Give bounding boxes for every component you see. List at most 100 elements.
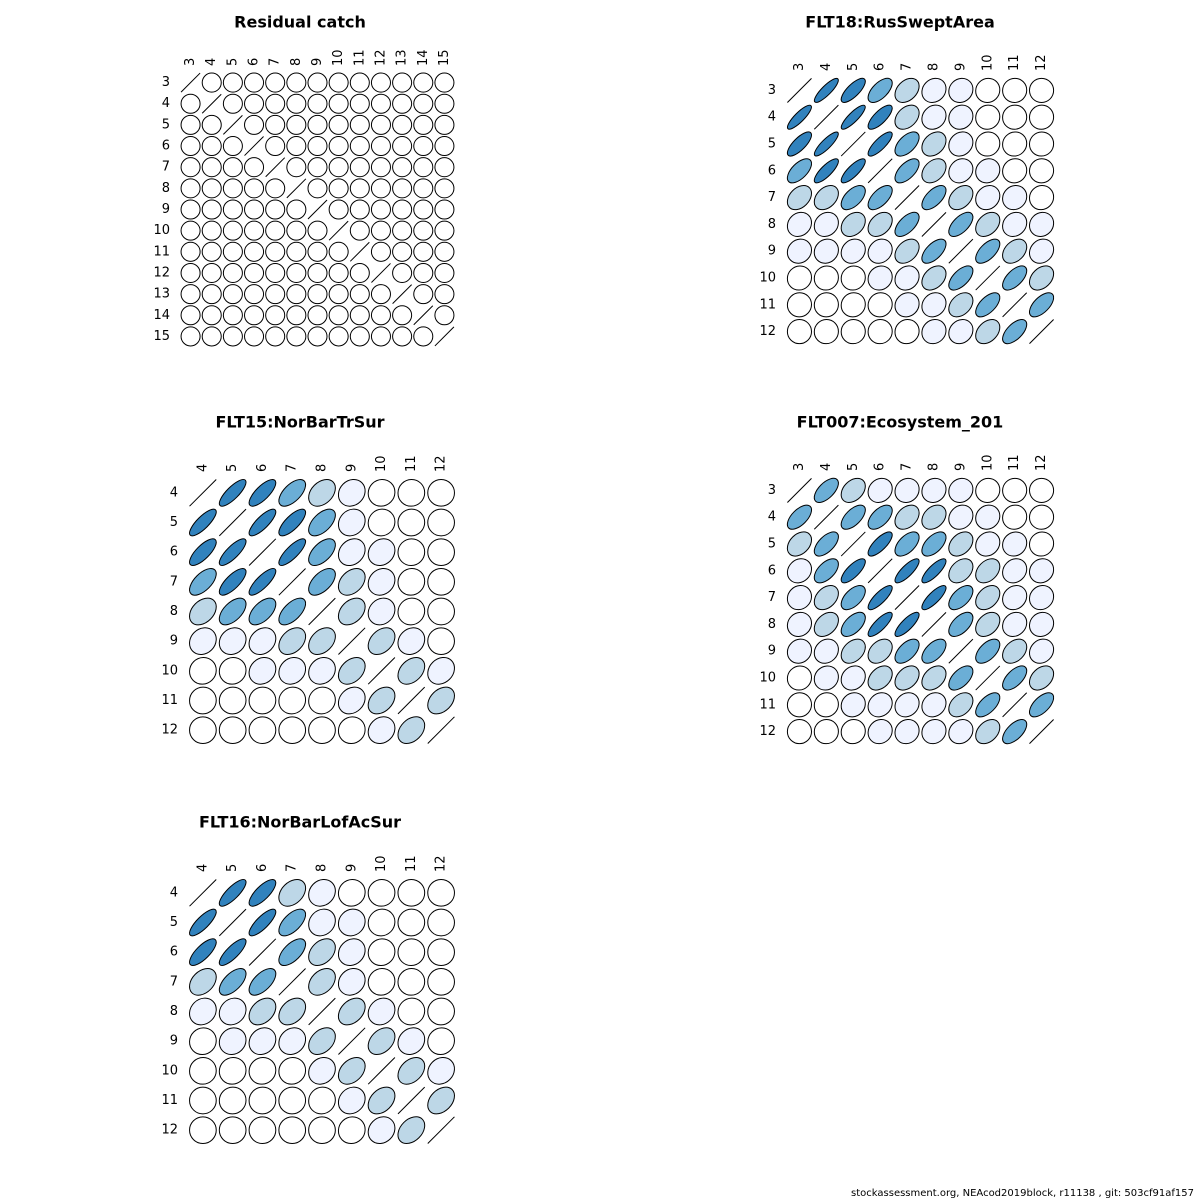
correlation-ellipse: [867, 131, 893, 157]
correlation-ellipse: [286, 305, 307, 326]
column-tick-label: 12: [1034, 454, 1049, 471]
correlation-ellipse: [278, 1027, 307, 1056]
correlation-ellipse: [308, 1086, 336, 1115]
correlation-ellipse: [397, 908, 426, 937]
correlation-ellipse: [786, 719, 813, 745]
correlation-ellipse: [840, 585, 866, 611]
correlation-ellipse: [328, 114, 349, 135]
row-tick-label: 8: [768, 217, 776, 232]
correlation-ellipse: [1002, 719, 1028, 745]
correlation-ellipse: [894, 265, 920, 291]
correlation-ellipse: [278, 1086, 307, 1115]
diagonal-mark: [813, 104, 839, 130]
correlation-ellipse: [392, 262, 413, 283]
correlation-ellipse: [413, 284, 434, 305]
correlation-ellipse: [921, 131, 947, 157]
diagonal-mark: [1002, 692, 1028, 718]
correlation-ellipse: [244, 72, 265, 93]
correlation-ellipse: [248, 567, 277, 596]
correlation-ellipse: [180, 114, 201, 135]
correlation-ellipse: [367, 597, 396, 626]
correlation-ellipse: [840, 265, 866, 291]
correlation-ellipse: [222, 284, 243, 305]
diagonal-mark: [308, 997, 336, 1026]
row-tick-label: 12: [759, 724, 776, 739]
correlation-ellipse: [349, 220, 370, 241]
correlation-ellipse: [218, 1056, 247, 1085]
correlation-ellipse: [349, 199, 370, 220]
diagonal-mark: [371, 263, 391, 283]
row-tick-label: 4: [170, 885, 178, 900]
correlation-ellipse: [189, 567, 217, 596]
correlation-ellipse: [180, 178, 201, 199]
correlation-ellipse: [349, 326, 370, 347]
correlation-ellipse: [248, 656, 277, 685]
correlation-ellipse: [367, 878, 396, 907]
correlation-ellipse: [328, 305, 349, 326]
column-tick-label: 3: [792, 63, 807, 71]
correlation-ellipse: [1002, 477, 1028, 503]
correlation-ellipse: [813, 265, 839, 291]
row-tick-label: 6: [162, 139, 170, 154]
correlation-ellipse: [349, 93, 370, 114]
correlation-ellipse: [813, 531, 839, 557]
correlation-ellipse: [286, 220, 307, 241]
correlation-ellipse: [840, 558, 866, 584]
correlation-ellipse: [286, 326, 307, 347]
diagonal-mark: [218, 508, 247, 537]
correlation-ellipse: [1002, 504, 1028, 530]
correlation-ellipse: [1028, 611, 1055, 637]
corr-panel-5: FLT16:NorBarLofAcSur 4 4 5 5 6 6 7 7 8 8 9 9 10 10 11 11…: [161, 813, 455, 1145]
column-tick-label: 8: [926, 463, 941, 471]
correlation-ellipse: [307, 93, 328, 114]
diagonal-mark: [265, 157, 286, 178]
correlation-ellipse: [201, 178, 222, 199]
correlation-ellipse: [867, 665, 893, 691]
column-tick-label: 5: [225, 464, 240, 472]
correlation-ellipse: [413, 93, 434, 114]
panel-title: FLT007:Ecosystem_201: [797, 413, 1004, 432]
footer-credit: stockassessment.org, NEAcod2019block, r1…: [851, 1188, 1194, 1199]
correlation-ellipse: [189, 656, 217, 685]
row-tick-label: 7: [768, 190, 776, 205]
correlation-ellipse: [201, 326, 222, 347]
correlation-ellipse: [434, 178, 455, 199]
correlation-ellipse: [1002, 665, 1028, 691]
correlation-ellipse: [1028, 292, 1055, 318]
diagonal-mark: [397, 1086, 426, 1115]
row-tick-label: 11: [153, 244, 170, 259]
correlation-ellipse: [975, 719, 1001, 745]
correlation-ellipse: [1028, 158, 1055, 184]
row-tick-label: 11: [161, 693, 178, 708]
correlation-ellipse: [894, 319, 920, 345]
correlation-ellipse: [392, 114, 413, 135]
correlation-ellipse: [218, 686, 247, 715]
correlation-ellipse: [307, 326, 328, 347]
corr-panel-3: FLT15:NorBarTrSur 4 4 5 5 6 6 7 7 8 8 9 9 10 10 11 11 12 1…: [161, 413, 455, 745]
correlation-ellipse: [201, 199, 222, 220]
diagonal-mark: [867, 558, 893, 584]
correlation-ellipse: [975, 504, 1001, 530]
correlation-ellipse: [948, 211, 974, 237]
correlation-ellipse: [867, 638, 893, 664]
correlation-ellipse: [218, 627, 247, 656]
correlation-ellipse: [1028, 211, 1055, 237]
correlation-ellipse: [265, 136, 286, 157]
diagonal-mark: [787, 477, 812, 503]
diagonal-mark: [201, 93, 222, 114]
correlation-ellipse: [427, 686, 455, 715]
correlation-ellipse: [370, 178, 391, 199]
correlation-ellipse: [392, 93, 413, 114]
correlation-ellipse: [248, 627, 277, 656]
correlation-ellipse: [244, 326, 265, 347]
correlation-ellipse: [308, 908, 336, 937]
correlation-ellipse: [367, 938, 396, 967]
diagonal-mark: [223, 115, 243, 135]
correlation-ellipse: [307, 220, 328, 241]
correlation-ellipse: [286, 136, 307, 157]
correlation-ellipse: [840, 104, 866, 130]
correlation-ellipse: [434, 284, 455, 305]
correlation-ellipse: [413, 326, 434, 347]
correlation-ellipse: [367, 1086, 396, 1115]
correlation-ellipse: [1002, 611, 1028, 637]
